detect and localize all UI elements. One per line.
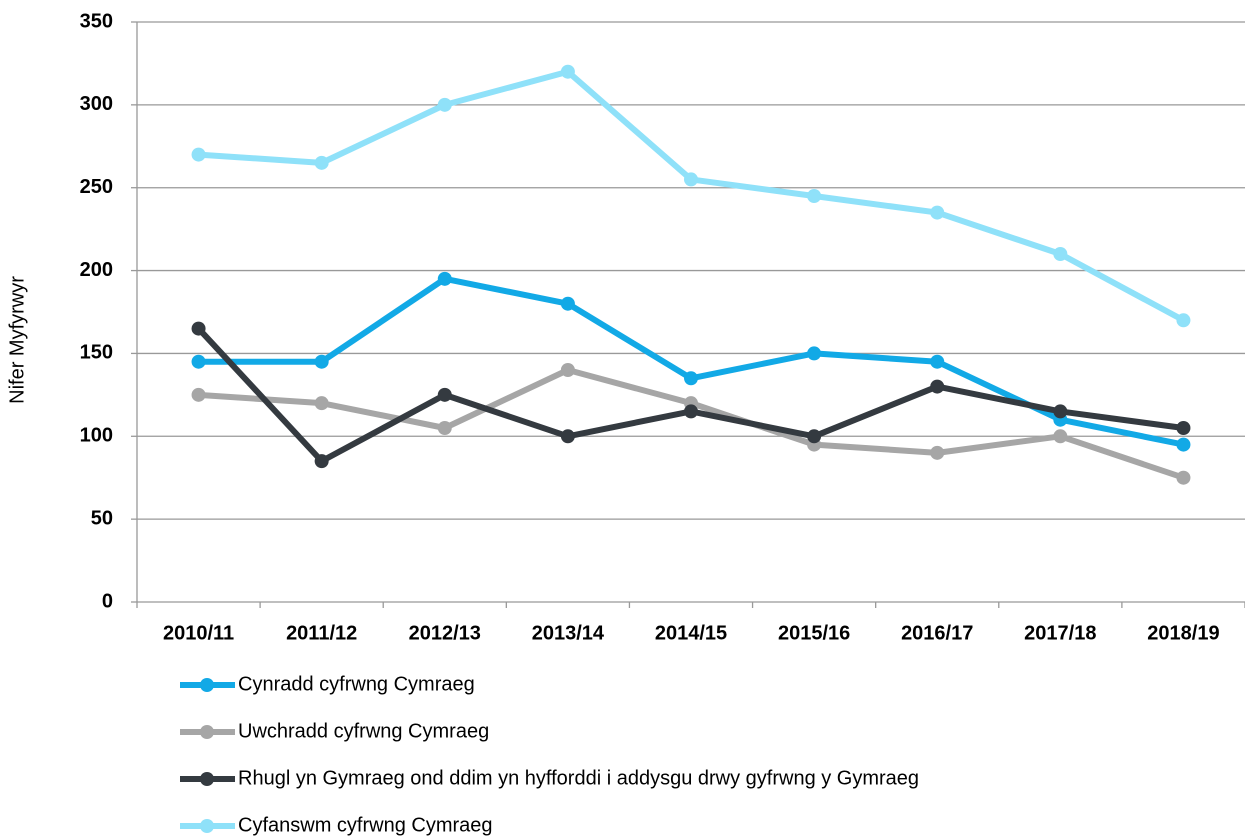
legend-marker xyxy=(200,772,214,786)
data-point xyxy=(191,354,206,369)
x-tick-label: 2015/16 xyxy=(778,622,850,644)
data-point xyxy=(930,379,945,394)
legend-marker xyxy=(200,725,214,739)
data-point xyxy=(314,354,329,369)
legend-label: Uwchradd cyfrwng Cymraeg xyxy=(238,720,489,742)
x-tick-label: 2011/12 xyxy=(286,622,357,644)
legend-marker xyxy=(200,678,214,692)
legend-marker xyxy=(200,819,214,833)
data-point xyxy=(1176,470,1191,485)
series-line xyxy=(198,367,1185,481)
y-tick-label: 0 xyxy=(102,590,113,612)
data-point xyxy=(1053,247,1068,261)
y-tick-label: 300 xyxy=(80,93,113,115)
x-tick-label: 2013/14 xyxy=(532,622,605,644)
x-tick-label: 2010/11 xyxy=(163,622,234,644)
y-tick-label: 350 xyxy=(80,10,113,32)
data-point xyxy=(191,321,206,336)
data-point xyxy=(930,445,945,460)
data-point xyxy=(191,387,206,402)
data-point xyxy=(807,346,822,361)
y-tick-label: 250 xyxy=(80,176,113,198)
legend-label: Rhugl yn Gymraeg ond ddim yn hyfforddi i… xyxy=(238,767,919,789)
x-tick-label: 2014/15 xyxy=(655,622,727,644)
data-point xyxy=(930,205,945,220)
data-point xyxy=(560,363,575,377)
y-tick-label: 200 xyxy=(80,259,113,281)
data-point xyxy=(684,172,698,187)
data-point xyxy=(437,421,452,435)
data-point xyxy=(684,404,698,419)
data-point xyxy=(807,189,822,203)
data-point xyxy=(191,147,206,162)
y-tick-label: 150 xyxy=(80,342,113,364)
data-point xyxy=(560,64,575,79)
y-tick-label: 100 xyxy=(80,425,113,447)
data-point xyxy=(807,429,822,444)
data-point xyxy=(1176,437,1191,452)
x-tick-label: 2012/13 xyxy=(409,622,481,644)
data-point xyxy=(437,271,452,286)
data-point xyxy=(560,296,575,311)
legend-label: Cynradd cyfrwng Cymraeg xyxy=(238,673,475,695)
y-tick-label: 50 xyxy=(91,507,113,529)
x-tick-label: 2016/17 xyxy=(901,622,973,644)
data-point xyxy=(1053,429,1068,444)
y-axis-label: Nifer Myfyrwyr xyxy=(6,276,28,404)
data-point xyxy=(684,371,698,386)
legend-label: Cyfanswm cyfrwng Cymraeg xyxy=(238,814,493,836)
x-tick-label: 2018/19 xyxy=(1147,622,1219,644)
data-point xyxy=(1053,404,1068,419)
data-point xyxy=(1176,421,1191,435)
data-point xyxy=(437,97,452,112)
data-point xyxy=(314,155,329,170)
data-point xyxy=(437,387,452,402)
data-point xyxy=(314,396,329,411)
data-point xyxy=(1176,313,1191,328)
series-line xyxy=(198,68,1185,323)
series-line xyxy=(198,275,1185,448)
data-point xyxy=(314,454,329,469)
x-tick-label: 2017/18 xyxy=(1024,622,1096,644)
data-point xyxy=(560,429,575,444)
data-point xyxy=(930,354,945,369)
